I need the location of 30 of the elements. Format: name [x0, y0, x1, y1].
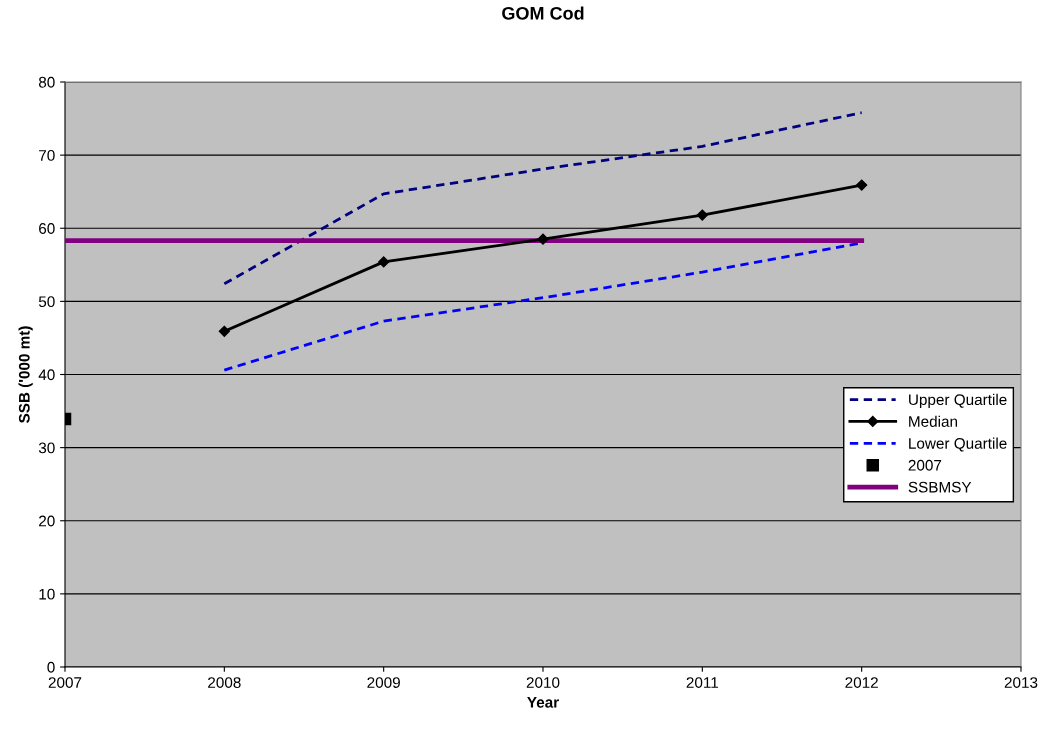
point	[218, 325, 230, 337]
x-tick-label: 2011	[686, 677, 719, 688]
x-tick-label: 2008	[208, 677, 241, 688]
point	[696, 209, 708, 221]
x-tick-label: 2010	[526, 677, 560, 688]
x-tick-label: 2007	[48, 677, 82, 688]
legend-label: Median	[909, 415, 958, 427]
y-tick-label: 70	[39, 149, 55, 161]
y-axis-title: SSB ('000 mt)	[18, 326, 33, 423]
x-tick-label: 2013	[1004, 677, 1038, 688]
point	[856, 179, 868, 191]
legend-label: SSBMSY	[908, 481, 972, 493]
point	[378, 256, 390, 268]
x-tick-label: 2009	[367, 677, 400, 688]
legend-label: Lower Quartile	[909, 437, 1007, 452]
y-tick-label: 60	[39, 223, 55, 234]
line-series	[222, 111, 864, 286]
x-axis-title: Year	[527, 697, 559, 708]
legend-label: 2007	[908, 459, 942, 471]
y-tick-label: 0	[47, 661, 55, 673]
y-tick-label: 30	[38, 442, 55, 454]
chart-title: GOM Cod	[502, 6, 584, 20]
point	[537, 233, 549, 245]
y-tick-label: 50	[38, 296, 55, 308]
x-tick-label: 2012	[845, 677, 878, 688]
y-tick-label: 80	[38, 76, 55, 88]
y-tick-label: 20	[39, 515, 55, 527]
legend-label: Upper Quartile	[909, 393, 1007, 409]
y-tick-label: 10	[39, 588, 55, 600]
y-tick-label: 40	[38, 369, 55, 381]
